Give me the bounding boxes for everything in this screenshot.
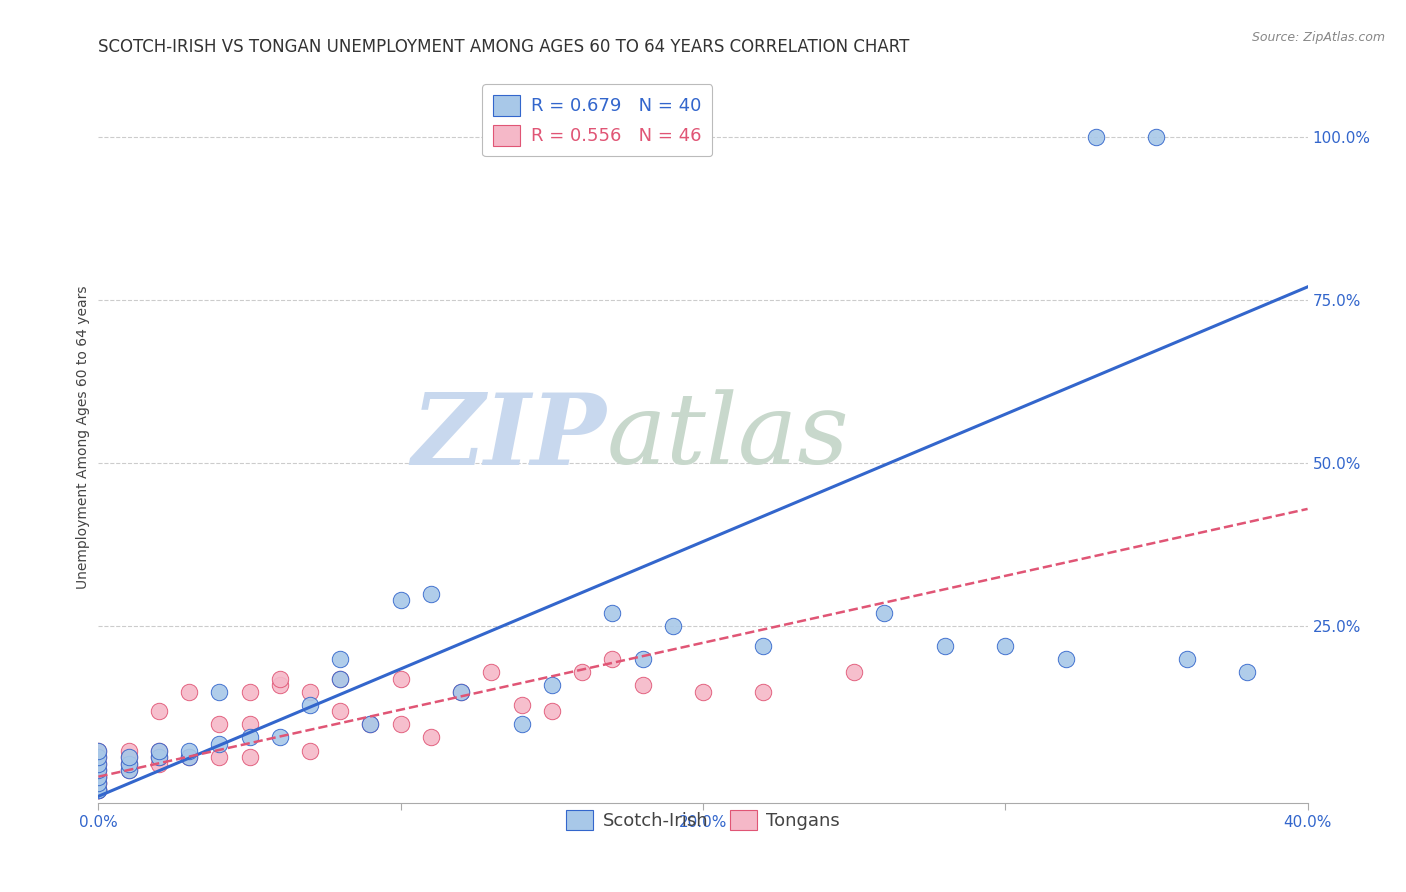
Point xyxy=(87,770,110,784)
Point xyxy=(87,750,110,764)
Point xyxy=(179,685,201,699)
Point xyxy=(360,717,382,731)
Point xyxy=(661,619,683,633)
Point xyxy=(87,770,110,784)
Point xyxy=(179,750,201,764)
Point xyxy=(752,639,775,653)
Point xyxy=(118,756,141,771)
Point xyxy=(602,607,624,621)
Point xyxy=(208,750,231,764)
Point xyxy=(510,717,533,731)
Point xyxy=(631,652,654,666)
Point xyxy=(87,776,110,790)
Point xyxy=(87,763,110,777)
Text: SCOTCH-IRISH VS TONGAN UNEMPLOYMENT AMONG AGES 60 TO 64 YEARS CORRELATION CHART: SCOTCH-IRISH VS TONGAN UNEMPLOYMENT AMON… xyxy=(98,38,910,56)
Point xyxy=(934,639,956,653)
Point xyxy=(1144,129,1167,144)
Point xyxy=(1054,652,1077,666)
Point xyxy=(179,743,201,757)
Point xyxy=(87,750,110,764)
Point xyxy=(87,782,110,797)
Point xyxy=(299,685,322,699)
Point xyxy=(239,750,262,764)
Point xyxy=(148,705,170,719)
Point xyxy=(87,770,110,784)
Point xyxy=(752,685,775,699)
Point xyxy=(179,750,201,764)
Point xyxy=(571,665,593,680)
Point xyxy=(118,763,141,777)
Point xyxy=(118,743,141,757)
Point xyxy=(87,756,110,771)
Point xyxy=(118,756,141,771)
Point xyxy=(208,717,231,731)
Point xyxy=(148,743,170,757)
Y-axis label: Unemployment Among Ages 60 to 64 years: Unemployment Among Ages 60 to 64 years xyxy=(76,285,90,589)
Point xyxy=(87,743,110,757)
Point xyxy=(329,652,352,666)
Point xyxy=(994,639,1017,653)
Point xyxy=(148,756,170,771)
Point xyxy=(208,737,231,751)
Point xyxy=(239,731,262,745)
Point xyxy=(118,750,141,764)
Point xyxy=(118,763,141,777)
Point xyxy=(450,685,472,699)
Legend: Scotch-Irish, Tongans: Scotch-Irish, Tongans xyxy=(560,803,846,838)
Point xyxy=(269,731,291,745)
Point xyxy=(87,743,110,757)
Point xyxy=(481,665,503,680)
Point xyxy=(329,705,352,719)
Text: atlas: atlas xyxy=(606,390,849,484)
Point xyxy=(148,750,170,764)
Point xyxy=(450,685,472,699)
Point xyxy=(87,776,110,790)
Point xyxy=(239,717,262,731)
Point xyxy=(602,652,624,666)
Point xyxy=(87,782,110,797)
Point xyxy=(148,750,170,764)
Point xyxy=(360,717,382,731)
Point xyxy=(540,705,562,719)
Point xyxy=(299,698,322,712)
Point xyxy=(87,782,110,797)
Point xyxy=(269,678,291,692)
Point xyxy=(389,593,412,607)
Point xyxy=(87,756,110,771)
Point xyxy=(540,678,562,692)
Point xyxy=(844,665,866,680)
Point xyxy=(631,678,654,692)
Point xyxy=(873,607,896,621)
Point xyxy=(148,743,170,757)
Point xyxy=(87,763,110,777)
Point xyxy=(420,587,443,601)
Point xyxy=(239,685,262,699)
Point xyxy=(208,685,231,699)
Point xyxy=(87,782,110,797)
Point xyxy=(389,672,412,686)
Text: Source: ZipAtlas.com: Source: ZipAtlas.com xyxy=(1251,31,1385,45)
Point xyxy=(118,750,141,764)
Point xyxy=(420,731,443,745)
Point xyxy=(329,672,352,686)
Point xyxy=(389,717,412,731)
Point xyxy=(692,685,714,699)
Point xyxy=(87,776,110,790)
Text: ZIP: ZIP xyxy=(412,389,606,485)
Point xyxy=(1175,652,1198,666)
Point xyxy=(299,743,322,757)
Point xyxy=(329,672,352,686)
Point xyxy=(269,672,291,686)
Point xyxy=(87,782,110,797)
Point xyxy=(510,698,533,712)
Point xyxy=(1085,129,1108,144)
Point xyxy=(1236,665,1258,680)
